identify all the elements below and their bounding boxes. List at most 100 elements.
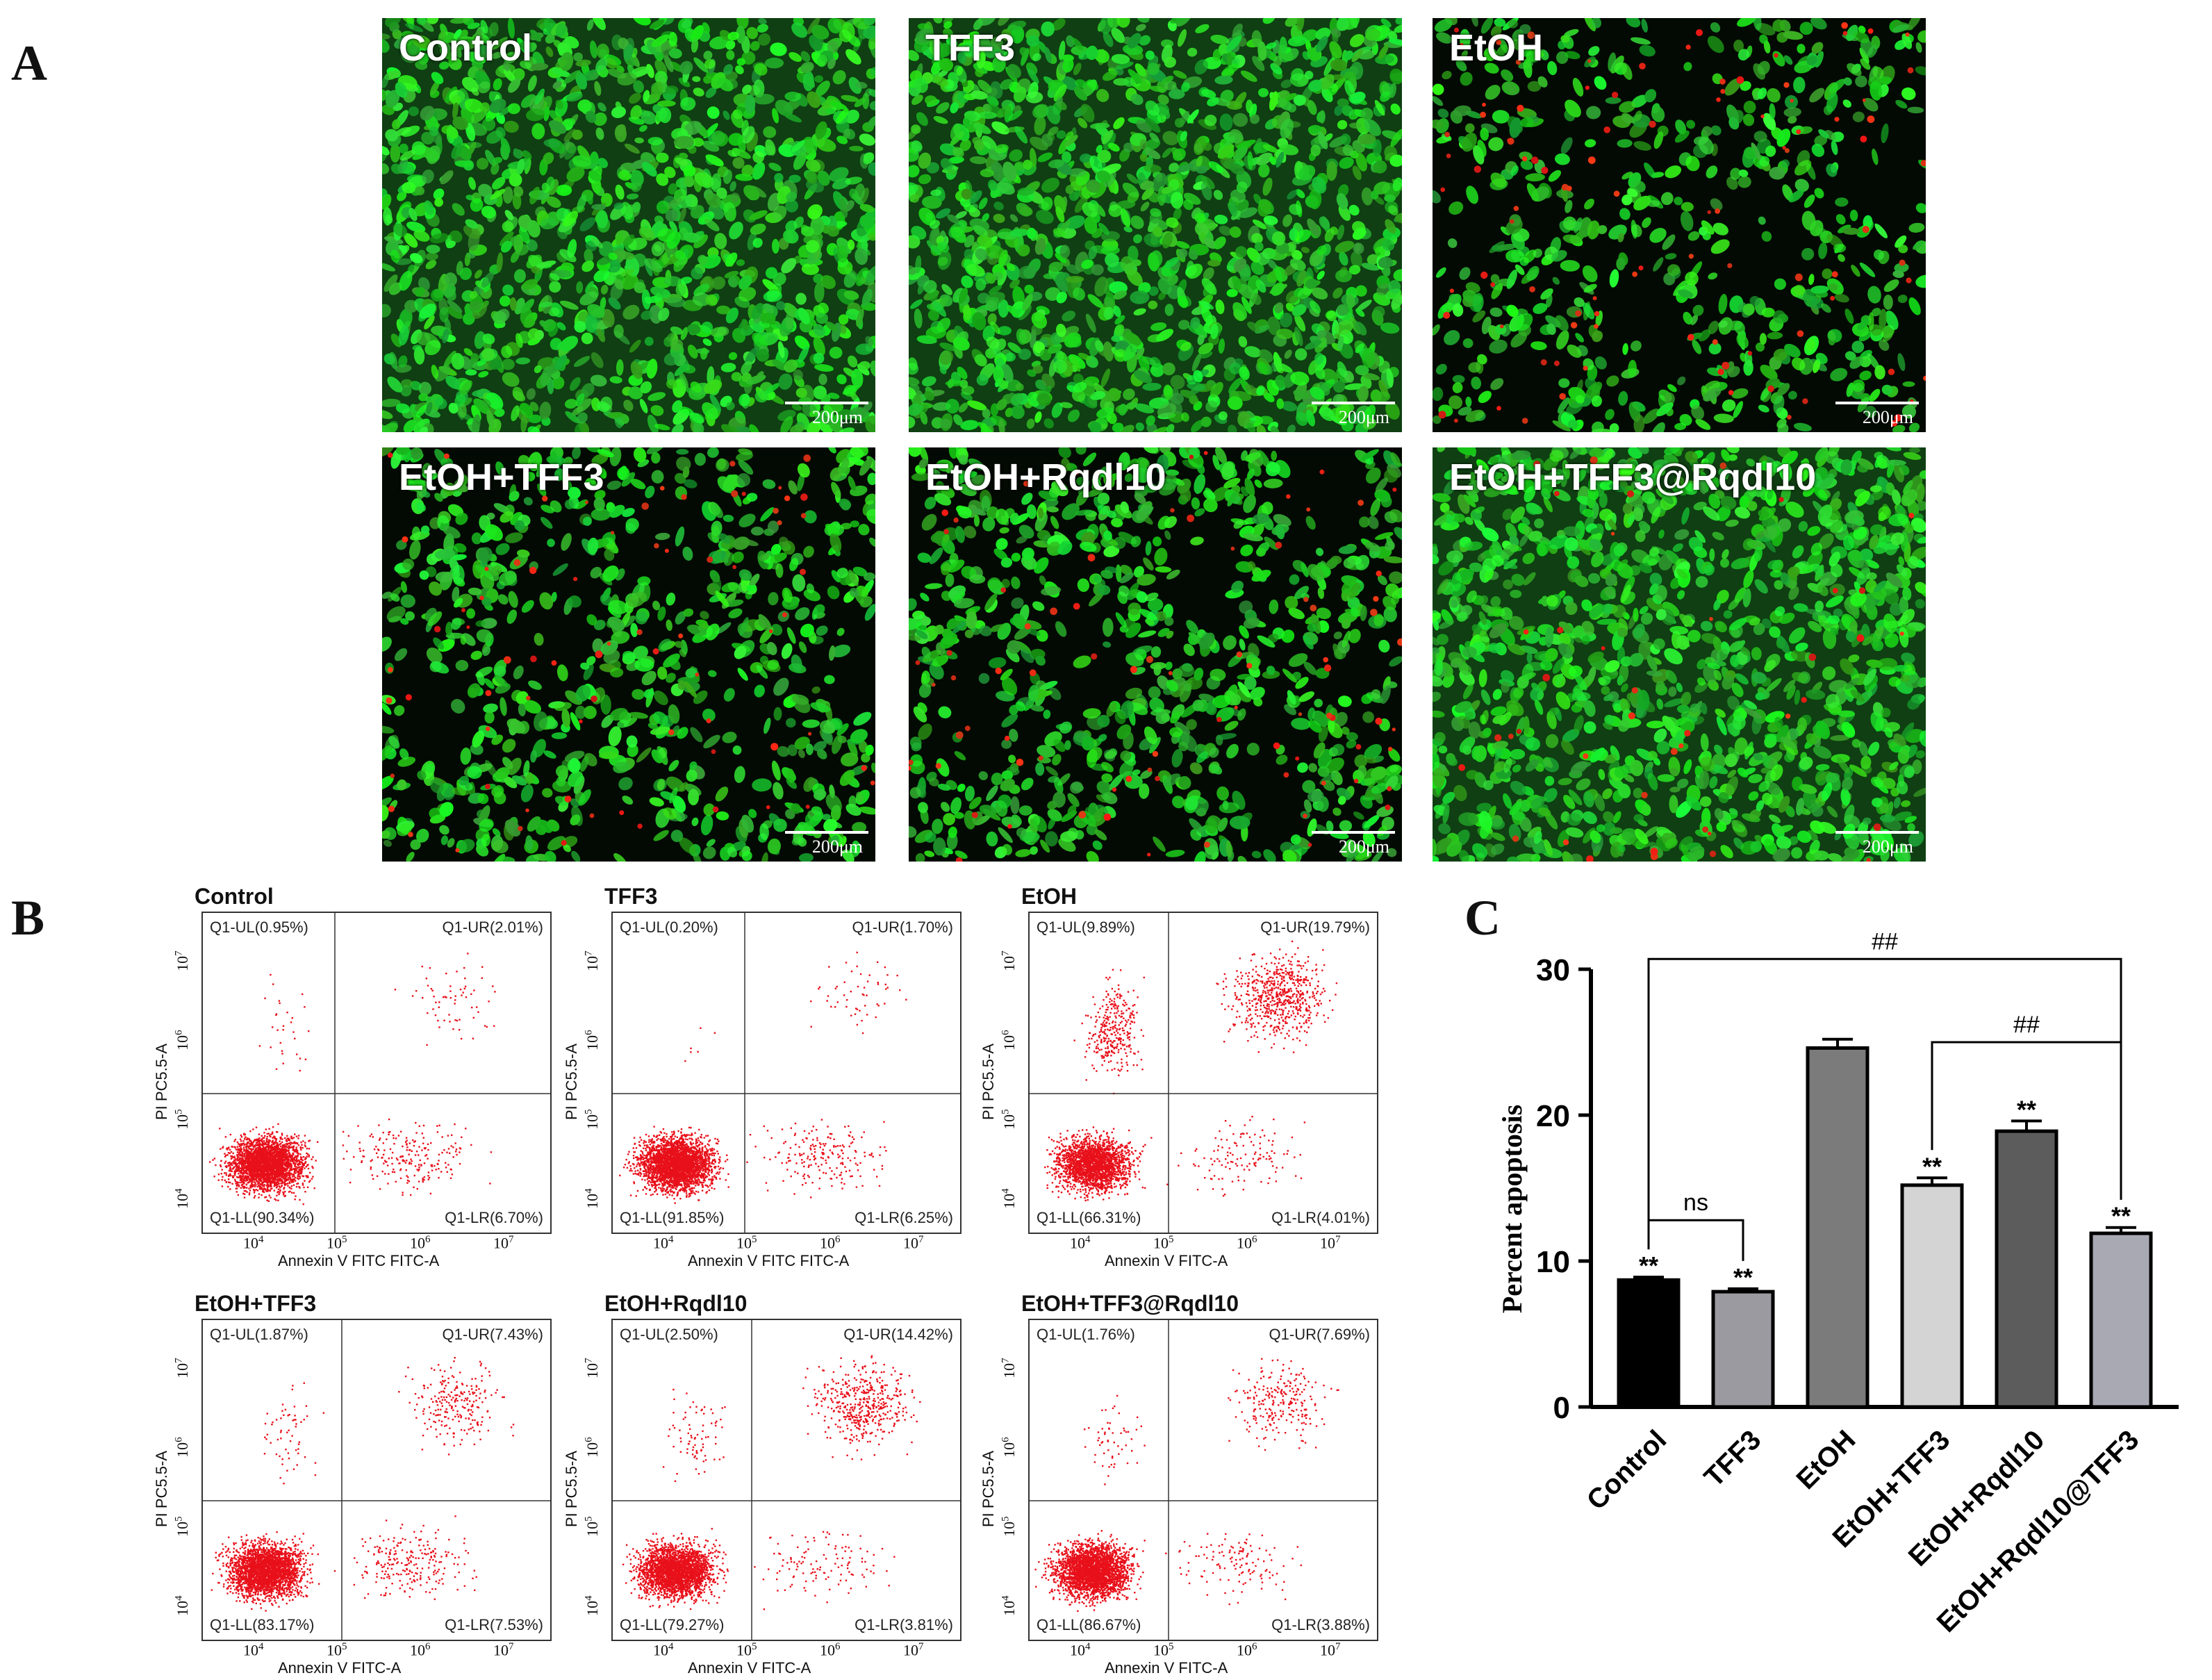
live-cell [1150, 322, 1167, 331]
live-cell [849, 406, 868, 420]
live-cell [1289, 228, 1298, 241]
live-cell [1164, 81, 1177, 90]
live-cell [1001, 739, 1012, 749]
live-cell [561, 533, 572, 551]
live-cell [1001, 816, 1021, 829]
live-cell [1566, 402, 1583, 415]
live-cell [666, 592, 676, 606]
live-cell [996, 399, 1007, 411]
live-cell [1881, 384, 1893, 395]
micrograph-image [382, 447, 875, 862]
live-cell [723, 169, 733, 184]
dead-cell [1454, 27, 1459, 33]
live-cell [1562, 234, 1582, 244]
live-cell [427, 18, 439, 24]
live-cell [1392, 177, 1402, 192]
live-cell [563, 69, 581, 84]
live-cell [454, 160, 473, 167]
live-cell [387, 377, 403, 393]
live-cell [602, 565, 619, 582]
live-cell [1844, 351, 1856, 361]
live-cell [772, 108, 779, 124]
live-cell [918, 174, 932, 185]
live-cell [732, 148, 751, 159]
live-cell [666, 332, 675, 342]
live-cell [420, 106, 435, 121]
live-cell [676, 456, 691, 471]
live-cell [732, 157, 745, 169]
live-cell [679, 649, 686, 657]
live-cell [978, 111, 998, 120]
live-cell [549, 451, 557, 466]
live-cell [563, 456, 573, 466]
live-cell [608, 297, 621, 310]
live-cell [1319, 110, 1326, 124]
live-cell [794, 335, 810, 350]
live-cell [1170, 374, 1185, 390]
live-cell [1749, 295, 1760, 306]
live-cell [645, 486, 655, 499]
live-cell [820, 720, 836, 734]
live-cell [1053, 739, 1066, 752]
live-cell [764, 58, 784, 69]
live-cell [746, 26, 759, 40]
live-cell [625, 522, 636, 534]
live-cell [402, 162, 415, 176]
live-cell [451, 618, 462, 630]
live-cell [509, 236, 522, 247]
live-cell [778, 373, 793, 390]
live-cell [736, 452, 753, 461]
live-cell [830, 467, 842, 481]
live-cell [1767, 331, 1783, 340]
live-cell [818, 373, 827, 386]
live-cell [1246, 422, 1256, 432]
live-cell [855, 791, 864, 803]
live-cell [704, 59, 716, 69]
live-cell [693, 422, 704, 432]
live-cell [520, 94, 536, 108]
live-cell [1433, 190, 1441, 204]
live-cell [707, 447, 719, 458]
live-cell [766, 641, 777, 656]
live-cell [1353, 242, 1364, 254]
live-cell [1103, 306, 1114, 320]
dead-cell [1540, 359, 1547, 365]
live-cell [1169, 163, 1179, 172]
live-cell [996, 181, 1015, 195]
live-cell [480, 19, 488, 34]
live-cell [1114, 315, 1125, 324]
live-cell [649, 19, 665, 29]
dead-cell [731, 490, 738, 497]
live-cell [1389, 83, 1396, 99]
live-cell [1258, 361, 1268, 374]
live-cell [1477, 354, 1487, 365]
live-cell [1245, 384, 1257, 394]
live-cell [1032, 53, 1041, 62]
live-cell [943, 28, 953, 38]
dead-cell [564, 796, 572, 802]
live-cell [1895, 99, 1908, 109]
dead-cell [1712, 339, 1718, 345]
live-cell [842, 849, 855, 862]
live-cell [577, 99, 592, 113]
live-cell [936, 241, 950, 253]
live-cell [1240, 544, 1253, 557]
live-cell [849, 588, 859, 598]
live-cell [459, 267, 472, 280]
live-cell [436, 38, 451, 52]
live-cell [607, 616, 625, 632]
live-cell [1162, 362, 1175, 376]
live-cell [663, 807, 677, 820]
dead-cell [870, 780, 875, 786]
live-cell [416, 331, 431, 346]
live-cell [1533, 248, 1542, 258]
live-cell [836, 723, 849, 736]
live-cell [666, 673, 676, 683]
live-cell [1336, 18, 1348, 31]
live-cell [481, 399, 491, 409]
dead-cell [777, 520, 782, 525]
live-cell [922, 195, 942, 209]
live-cell [1385, 402, 1400, 420]
live-cell [964, 234, 975, 248]
live-cell [841, 94, 859, 102]
